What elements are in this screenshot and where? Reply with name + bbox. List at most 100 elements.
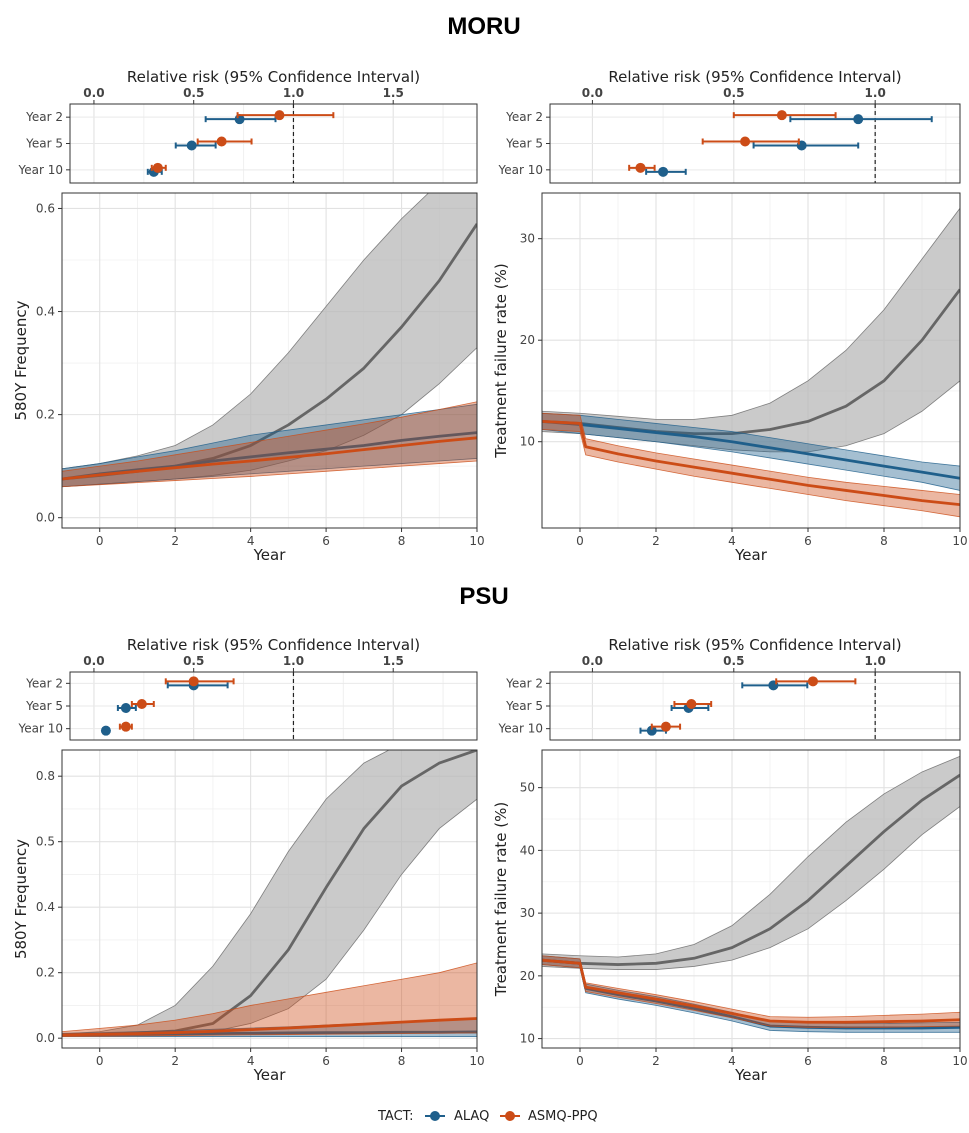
x-tick-label: 10	[469, 1054, 484, 1068]
x-tick-label: 0	[96, 534, 104, 548]
row-label: Year 2	[25, 676, 63, 690]
y-tick-label: 0.2	[36, 966, 55, 980]
rr-point-asmq	[740, 136, 751, 147]
rr-point-asmq	[188, 676, 199, 687]
panels: 0 2 4 6 8 10 0.0 0.2 0.4 0.6 Year 580Y Frequency 0 2 4…	[12, 68, 968, 1084]
rr-point-asmq	[660, 721, 671, 732]
x-axis-label: Relative risk (95% Confidence Interval)	[127, 636, 420, 654]
row-label: Year 2	[505, 676, 543, 690]
median-line-asmq	[62, 1017, 477, 1037]
legend-label-alaq: ALAQ	[454, 1109, 489, 1124]
rr-point-asmq	[274, 110, 285, 121]
x-axis-label: Year	[734, 546, 768, 564]
x-tick-label: 1.5	[383, 654, 404, 668]
row-label: Year 2	[25, 110, 63, 124]
x-axis-label: Year	[253, 1066, 287, 1084]
x-tick-label: 0.0	[582, 86, 603, 100]
panel-border	[61, 192, 478, 529]
x-axis-label: Year	[253, 546, 287, 564]
x-tick-label: 4	[728, 534, 736, 548]
x-tick-label: 1.0	[283, 86, 304, 100]
x-tick-label: 0.0	[582, 654, 603, 668]
row-label: Year 10	[18, 163, 64, 177]
ci-band-baseline	[542, 755, 960, 970]
y-tick-label: 0.2	[36, 408, 55, 422]
ci-band-asmq	[62, 962, 477, 1037]
y-tick-label: 0.4	[36, 900, 55, 914]
y-axis-label: Treatment failure rate (%)	[492, 263, 510, 458]
x-tick-label: 6	[322, 534, 330, 548]
x-axis-label: Relative risk (95% Confidence Interval)	[608, 68, 901, 86]
rr-point-alaq	[658, 166, 669, 177]
y-tick-label: 20	[520, 969, 535, 983]
y-tick-label: 50	[520, 781, 535, 795]
x-tick-label: 0.5	[183, 86, 204, 100]
x-tick-label: 8	[880, 534, 888, 548]
section-title-moru: MORU	[447, 13, 520, 40]
x-tick-label: 0.5	[723, 86, 744, 100]
x-tick-label: 2	[171, 534, 179, 548]
rr-point-asmq	[686, 699, 697, 709]
y-tick-label: 0.6	[36, 201, 55, 215]
x-tick-label: 0.0	[83, 86, 104, 100]
y-tick-label: 0.5	[36, 835, 55, 849]
x-tick-label: 10	[469, 534, 484, 548]
legend-alaq-dot	[430, 1111, 440, 1121]
chart-psu-rr-right: 0.0 0.5 1.0 Year 2 Year 5 Year 10 Relative ris…	[498, 636, 961, 741]
rr-point-asmq	[216, 136, 227, 147]
x-tick-label: 4	[728, 1054, 736, 1068]
legend-key-asmq	[500, 1111, 520, 1121]
legend-asmq-dot	[505, 1111, 515, 1121]
chart-moru-fail: 0 2 4 6 8 10 10 20 30 Year Treatment failure rate …	[492, 192, 968, 564]
y-axis-label: Treatment failure rate (%)	[492, 802, 510, 997]
y-tick-label: 0.4	[36, 305, 55, 319]
rr-point-asmq	[152, 162, 163, 173]
x-tick-label: 0	[96, 1054, 104, 1068]
panel-border	[61, 749, 478, 1049]
x-tick-label: 0.5	[183, 654, 204, 668]
rr-point-alaq	[853, 114, 864, 125]
y-tick-label: 0.0	[36, 1031, 55, 1045]
legend-key-alaq	[425, 1111, 445, 1121]
x-tick-label: 4	[247, 1054, 255, 1068]
x-tick-label: 0.0	[83, 654, 104, 668]
row-label: Year 10	[498, 163, 544, 177]
median-line-asmq	[62, 436, 477, 481]
x-tick-label: 8	[398, 1054, 406, 1068]
plot-area	[542, 755, 960, 1033]
x-tick-label: 10	[952, 534, 967, 548]
x-tick-label: 10	[952, 1054, 967, 1068]
x-tick-label: 6	[322, 1054, 330, 1068]
row-label: Year 5	[505, 699, 543, 713]
x-tick-label: 4	[247, 534, 255, 548]
x-axis-label: Year	[734, 1066, 768, 1084]
section-title-psu: PSU	[459, 583, 508, 610]
rr-point-asmq	[120, 721, 131, 732]
x-tick-label: 0	[576, 1054, 584, 1068]
legend-label-asmq: ASMQ-PPQ	[528, 1109, 598, 1124]
legend: TACT: ALAQ ASMQ-PPQ	[377, 1109, 598, 1124]
row-label: Year 5	[25, 137, 63, 151]
row-label: Year 10	[18, 722, 64, 736]
plot-area	[62, 750, 477, 1037]
median-line-baseline	[542, 773, 960, 966]
x-tick-label: 6	[804, 1054, 812, 1068]
chart-moru-rr-left: 0.0 0.5 1.0 1.5 Year 2 Year 5 Year 10 Relative …	[18, 68, 478, 184]
x-tick-label: 1.5	[383, 86, 404, 100]
chart-psu-rr-left: 0.0 0.5 1.0 1.5 Year 2 Year 5 Year 10 Relative …	[18, 636, 478, 741]
x-tick-label: 1.0	[283, 654, 304, 668]
plot-area	[542, 207, 960, 518]
chart-moru-freq: 0 2 4 6 8 10 0.0 0.2 0.4 0.6 Year 580Y Frequency	[12, 192, 485, 564]
row-label: Year 5	[25, 699, 63, 713]
panel-border	[541, 192, 961, 529]
chart-psu-freq: 0 2 4 6 8 10 0.0 0.2 0.4 0.5 0.8 Year 580Y Frequency	[12, 749, 485, 1084]
rr-point-asmq	[776, 110, 787, 121]
x-tick-label: 2	[171, 1054, 179, 1068]
rr-point-alaq	[100, 725, 111, 736]
rr-point-asmq	[136, 699, 147, 709]
chart-moru-rr-right: 0.0 0.5 1.0 Year 2 Year 5 Year 10 Relative ris…	[498, 68, 961, 184]
rr-point-asmq	[635, 162, 646, 173]
y-tick-label: 20	[520, 333, 535, 347]
x-axis-label: Relative risk (95% Confidence Interval)	[608, 636, 901, 654]
